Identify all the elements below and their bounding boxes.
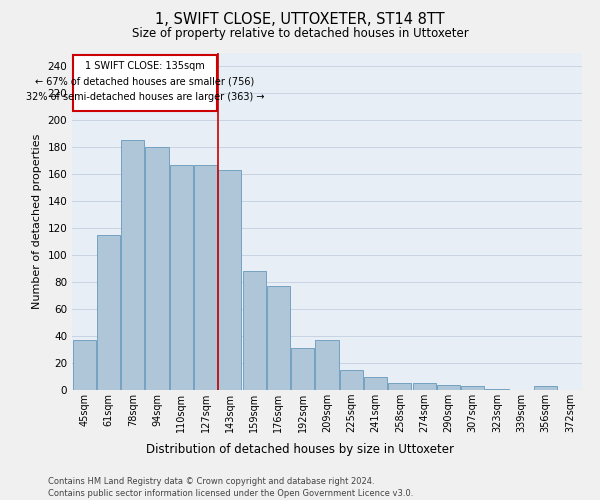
Bar xyxy=(194,164,217,390)
Bar xyxy=(364,376,387,390)
Bar xyxy=(437,384,460,390)
Bar xyxy=(340,370,363,390)
Text: Distribution of detached houses by size in Uttoxeter: Distribution of detached houses by size … xyxy=(146,442,454,456)
Bar xyxy=(242,271,266,390)
Text: 1 SWIFT CLOSE: 135sqm: 1 SWIFT CLOSE: 135sqm xyxy=(85,60,205,70)
Bar xyxy=(316,340,338,390)
Bar xyxy=(97,235,120,390)
Text: 32% of semi-detached houses are larger (363) →: 32% of semi-detached houses are larger (… xyxy=(26,92,264,102)
Text: Size of property relative to detached houses in Uttoxeter: Size of property relative to detached ho… xyxy=(131,28,469,40)
Bar xyxy=(291,348,314,390)
Bar xyxy=(461,386,484,390)
Bar xyxy=(267,286,290,390)
Y-axis label: Number of detached properties: Number of detached properties xyxy=(32,134,42,309)
Bar xyxy=(145,147,169,390)
Text: 1, SWIFT CLOSE, UTTOXETER, ST14 8TT: 1, SWIFT CLOSE, UTTOXETER, ST14 8TT xyxy=(155,12,445,28)
Text: Contains HM Land Registry data © Crown copyright and database right 2024.: Contains HM Land Registry data © Crown c… xyxy=(48,478,374,486)
Bar xyxy=(534,386,557,390)
Text: Contains public sector information licensed under the Open Government Licence v3: Contains public sector information licen… xyxy=(48,489,413,498)
Bar xyxy=(485,388,509,390)
Bar xyxy=(218,170,241,390)
Bar xyxy=(73,55,217,110)
Text: ← 67% of detached houses are smaller (756): ← 67% of detached houses are smaller (75… xyxy=(35,76,254,86)
Bar xyxy=(388,383,412,390)
Bar xyxy=(121,140,144,390)
Bar xyxy=(73,340,95,390)
Bar xyxy=(170,164,193,390)
Bar xyxy=(413,383,436,390)
